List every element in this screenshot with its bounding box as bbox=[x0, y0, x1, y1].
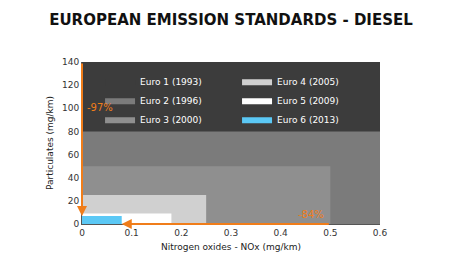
svg-text:Euro 3 (2000): Euro 3 (2000) bbox=[140, 115, 202, 125]
svg-text:0.6: 0.6 bbox=[373, 228, 388, 238]
svg-text:EUROPEAN EMISSION STANDARDS -: EUROPEAN EMISSION STANDARDS - DIESEL bbox=[49, 11, 413, 29]
svg-text:0.2: 0.2 bbox=[174, 228, 188, 238]
svg-text:-84%: -84% bbox=[298, 209, 324, 220]
svg-text:0: 0 bbox=[79, 228, 85, 238]
svg-text:60: 60 bbox=[68, 150, 80, 160]
svg-text:Particulates (mg/km): Particulates (mg/km) bbox=[45, 96, 55, 190]
svg-text:Euro 4 (2005): Euro 4 (2005) bbox=[277, 77, 339, 87]
svg-text:-97%: -97% bbox=[87, 102, 113, 113]
svg-text:140: 140 bbox=[62, 57, 79, 67]
svg-text:Euro 2 (1996): Euro 2 (1996) bbox=[140, 96, 202, 106]
svg-text:Euro 6 (2013): Euro 6 (2013) bbox=[277, 115, 339, 125]
svg-text:Euro 5 (2009): Euro 5 (2009) bbox=[277, 96, 339, 106]
svg-text:0.4: 0.4 bbox=[274, 228, 289, 238]
svg-text:0: 0 bbox=[73, 219, 79, 229]
svg-text:80: 80 bbox=[68, 127, 80, 137]
svg-text:Euro 1 (1993): Euro 1 (1993) bbox=[140, 77, 202, 87]
svg-text:0.1: 0.1 bbox=[125, 228, 139, 238]
svg-text:100: 100 bbox=[62, 103, 79, 113]
svg-text:0.5: 0.5 bbox=[323, 228, 337, 238]
svg-text:Nitrogen oxides - NOx (mg/km): Nitrogen oxides - NOx (mg/km) bbox=[161, 242, 301, 252]
svg-text:40: 40 bbox=[68, 173, 80, 183]
svg-text:20: 20 bbox=[68, 196, 80, 206]
svg-text:120: 120 bbox=[62, 80, 79, 90]
svg-text:0.3: 0.3 bbox=[224, 228, 238, 238]
